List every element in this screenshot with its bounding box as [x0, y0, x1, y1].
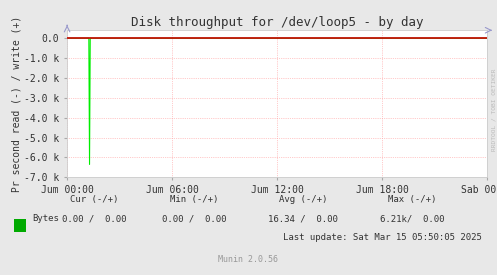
Text: Munin 2.0.56: Munin 2.0.56	[219, 255, 278, 264]
Text: Bytes: Bytes	[32, 214, 59, 223]
Text: RRDTOOL / TOBI OETIKER: RRDTOOL / TOBI OETIKER	[491, 69, 496, 151]
Text: 0.00 /  0.00: 0.00 / 0.00	[62, 214, 127, 223]
Text: 0.00 /  0.00: 0.00 / 0.00	[162, 214, 226, 223]
Text: Cur (-/+): Cur (-/+)	[70, 195, 119, 204]
Title: Disk throughput for /dev/loop5 - by day: Disk throughput for /dev/loop5 - by day	[131, 16, 423, 29]
Text: Last update: Sat Mar 15 05:50:05 2025: Last update: Sat Mar 15 05:50:05 2025	[283, 233, 482, 242]
Text: Max (-/+): Max (-/+)	[388, 195, 437, 204]
Y-axis label: Pr second read (-) / write (+): Pr second read (-) / write (+)	[11, 16, 21, 192]
Text: Min (-/+): Min (-/+)	[169, 195, 218, 204]
Text: Avg (-/+): Avg (-/+)	[279, 195, 328, 204]
Text: 16.34 /  0.00: 16.34 / 0.00	[268, 214, 338, 223]
Text: 6.21k/  0.00: 6.21k/ 0.00	[380, 214, 445, 223]
